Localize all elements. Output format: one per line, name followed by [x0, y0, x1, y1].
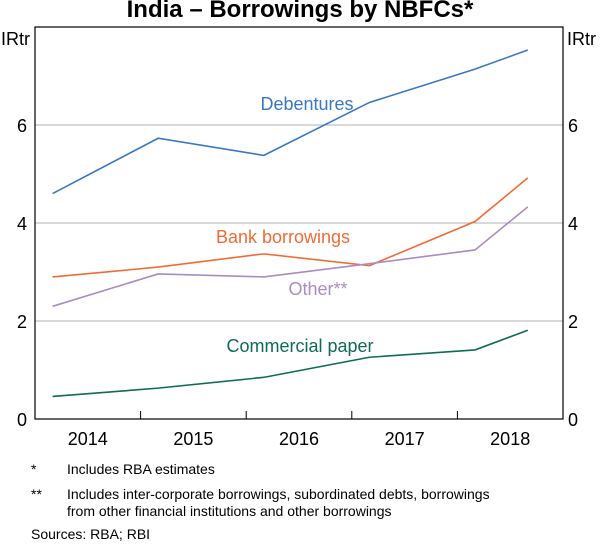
y-tick-label-right: 0 — [568, 410, 578, 430]
footnote-2-text: Includes inter-corporate borrowings, sub… — [67, 486, 490, 502]
x-tick-label: 2016 — [279, 429, 319, 449]
y-tick-label-left: 4 — [17, 214, 27, 234]
y-tick-label-right: 2 — [568, 312, 578, 332]
series-label: Commercial paper — [226, 336, 373, 356]
y-axis-unit-left: IRtr — [1, 29, 30, 49]
series-label: Debentures — [260, 94, 353, 114]
plot-frame — [34, 26, 564, 420]
sources: Sources: RBA; RBI — [31, 526, 151, 542]
footnote-1-mark: * — [31, 461, 37, 477]
footnote-1-text: Includes RBA estimates — [67, 461, 215, 477]
y-axis-unit-right: IRtr — [567, 29, 596, 49]
footnote-2-mark: ** — [31, 486, 42, 502]
y-tick-label-left: 0 — [17, 410, 27, 430]
series-line-commercial-paper — [52, 329, 529, 398]
series-line-other- — [52, 206, 529, 308]
y-tick-label-left: 2 — [17, 312, 27, 332]
x-tick-label: 2014 — [68, 429, 108, 449]
chart-title: India – Borrowings by NBFCs* — [126, 0, 474, 23]
series-line-bank-borrowings — [52, 177, 529, 278]
series-label: Other** — [288, 279, 347, 299]
y-tick-label-right: 6 — [568, 116, 578, 136]
x-tick-label: 2015 — [173, 429, 213, 449]
y-tick-label-right: 4 — [568, 214, 578, 234]
footnote-2-text-cont: from other financial institutions and ot… — [67, 503, 392, 519]
series-line-debentures — [52, 49, 529, 195]
x-tick-label: 2018 — [490, 429, 530, 449]
y-tick-label-left: 6 — [17, 116, 27, 136]
x-tick-label: 2017 — [385, 429, 425, 449]
series-label: Bank borrowings — [216, 227, 350, 247]
